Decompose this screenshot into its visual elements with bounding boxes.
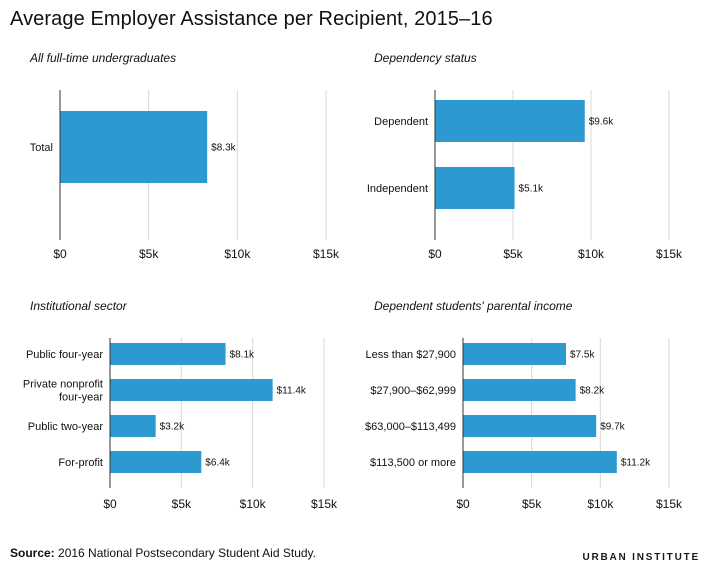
brand-logo-text: URBAN INSTITUTE [582, 552, 700, 563]
x-tick-label: $0 [428, 247, 442, 261]
x-tick-label: $10k [587, 497, 614, 511]
bar [110, 379, 273, 401]
bar [435, 167, 515, 209]
category-label: For-profit [58, 457, 103, 469]
x-tick-label: $5k [503, 247, 523, 261]
bar [110, 451, 202, 473]
bar [463, 451, 617, 473]
panel-dependency-status: Dependency status $0 $5k $10k $15k $9.6k Depen… [367, 51, 683, 261]
x-tick-label: $10k [224, 247, 251, 261]
bar-value-label: $9.6k [589, 117, 614, 128]
bar [60, 111, 208, 183]
panel-subtitle: Institutional sector [30, 299, 128, 313]
bar-value-label: $8.2k [580, 386, 605, 397]
source-label: Source: [10, 546, 55, 560]
bar [463, 379, 576, 401]
panel-institutional-sector: Institutional sector $0 $5k $10k $15k $8.1k Pu… [23, 299, 338, 511]
source-note: Source: 2016 National Postsecondary Stud… [10, 546, 316, 560]
category-label: $63,000–$113,499 [365, 421, 456, 433]
bar [463, 343, 566, 365]
x-tick-label: $0 [53, 247, 67, 261]
x-tick-label: $15k [656, 497, 683, 511]
x-tick-label: $0 [103, 497, 117, 511]
panel-subtitle: All full-time undergraduates [29, 51, 176, 65]
category-label: Independent [367, 183, 428, 195]
bar-value-label: $11.2k [621, 458, 651, 469]
panel-all-undergraduates: All full-time undergraduates $0 $5k $10k $15… [29, 51, 340, 261]
panel-subtitle: Dependent students' parental income [374, 299, 573, 313]
bar [110, 343, 226, 365]
category-label: Less than $27,900 [365, 349, 456, 361]
bar-value-label: $7.5k [570, 350, 595, 361]
x-tick-label: $5k [522, 497, 542, 511]
bar-value-label: $8.1k [230, 350, 255, 361]
source-text: 2016 National Postsecondary Student Aid … [58, 546, 316, 560]
category-label: $113,500 or more [370, 457, 456, 469]
x-tick-label: $10k [578, 247, 605, 261]
page-title: Average Employer Assistance per Recipien… [10, 8, 493, 30]
x-tick-label: $15k [656, 247, 683, 261]
x-tick-label: $5k [172, 497, 192, 511]
panel-parental-income: Dependent students' parental income $0 $5k… [365, 299, 683, 511]
x-tick-label: $0 [456, 497, 470, 511]
x-tick-label: $5k [139, 247, 159, 261]
bar-value-label: $5.1k [519, 184, 544, 195]
bar-value-label: $8.3k [211, 143, 236, 154]
bar [463, 415, 597, 437]
x-tick-label: $15k [311, 497, 338, 511]
panel-subtitle: Dependency status [374, 51, 477, 65]
x-tick-label: $15k [313, 247, 340, 261]
bar-value-label: $6.4k [205, 458, 230, 469]
bar [435, 100, 585, 142]
bar-value-label: $3.2k [160, 422, 185, 433]
category-label: Public four-year [26, 349, 103, 361]
category-label: Private nonprofit four-year [23, 379, 103, 404]
bar-value-label: $9.7k [600, 422, 625, 433]
category-label: Public two-year [28, 421, 104, 433]
category-label: Total [30, 142, 53, 154]
bar-value-label: $11.4k [277, 386, 307, 397]
x-tick-label: $10k [240, 497, 267, 511]
bar [110, 415, 156, 437]
category-label: $27,900–$62,999 [370, 385, 456, 397]
category-label: Dependent [374, 116, 428, 128]
